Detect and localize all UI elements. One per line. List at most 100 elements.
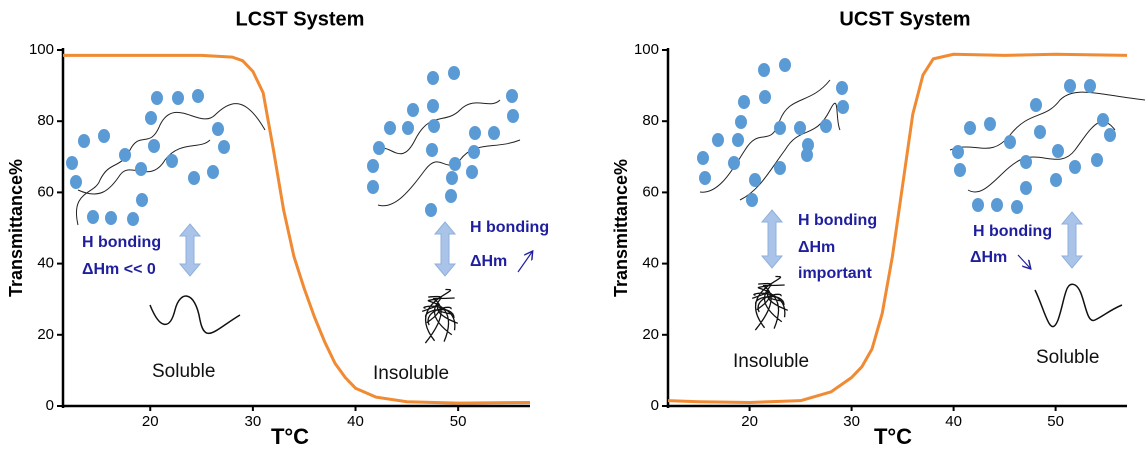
polymer-chain <box>75 103 266 226</box>
polymer-unit <box>466 165 478 179</box>
polymer-chain <box>377 139 521 207</box>
polymer-unit <box>1011 200 1023 214</box>
polymer-unit <box>127 212 139 226</box>
polymer-unit <box>1069 160 1081 174</box>
polymer-unit <box>105 211 117 225</box>
polymer-unit <box>774 121 786 135</box>
polymer-unit <box>836 81 848 95</box>
polymer-unit <box>384 121 396 135</box>
annotation: Insoluble <box>373 363 449 384</box>
y-tick-label: 0 <box>651 397 659 414</box>
polymer-unit <box>779 58 791 72</box>
x-tick-label: 50 <box>450 413 467 430</box>
polymer-unit <box>188 171 200 185</box>
extended-coil <box>149 295 241 334</box>
polymer-unit <box>759 90 771 104</box>
polymer-unit <box>151 91 163 105</box>
double-arrow <box>178 223 202 277</box>
polymer-unit <box>87 210 99 224</box>
chart-title: UCST System <box>839 8 970 30</box>
polymer-unit <box>402 121 414 135</box>
y-tick-label: 20 <box>37 326 54 343</box>
y-tick-label: 40 <box>37 255 54 272</box>
annotation: Soluble <box>152 361 215 382</box>
polymer-unit <box>699 171 711 185</box>
polymer-unit <box>78 134 90 148</box>
polymer-unit <box>70 175 82 189</box>
polymer-unit <box>446 171 458 185</box>
y-tick-label: 100 <box>634 41 659 58</box>
polymer-unit <box>218 140 230 154</box>
polymer-unit <box>1004 135 1016 149</box>
x-axis-label: T°C <box>271 424 309 449</box>
polymer-unit <box>1020 155 1032 169</box>
double-arrow <box>1060 211 1084 269</box>
annotation: H bonding <box>82 234 161 251</box>
polymer-unit <box>794 121 806 135</box>
annotation: Soluble <box>1036 347 1099 368</box>
x-axis-label: T°C <box>874 424 912 449</box>
polymer-unit <box>954 163 966 177</box>
y-tick-label: 80 <box>37 112 54 129</box>
double-arrow <box>760 209 784 269</box>
y-tick-label: 20 <box>642 326 659 343</box>
trend-arrow <box>1017 254 1030 268</box>
polymer-unit <box>1104 128 1116 142</box>
polymer-unit <box>148 139 160 153</box>
data-line <box>667 52 1128 404</box>
annotation: ΔHm << 0 <box>82 261 156 278</box>
polymer-unit <box>1064 79 1076 93</box>
polymer-chain <box>739 102 841 201</box>
polymer-unit <box>1050 173 1062 187</box>
polymer-unit <box>738 95 750 109</box>
polymer-unit <box>801 148 813 162</box>
polymer-unit <box>428 119 440 133</box>
chart: UCST System T°C Transmittance% 0 20 40 60 80 100… <box>611 8 1146 449</box>
x-tick-label: 30 <box>245 413 262 430</box>
polymer-unit <box>952 145 964 159</box>
polymer-unit <box>445 189 457 203</box>
polymer-unit <box>697 151 709 165</box>
collapsed-coil <box>752 275 789 331</box>
polymer-unit <box>367 159 379 173</box>
x-tick-label: 40 <box>347 413 364 430</box>
polymer-unit <box>1034 125 1046 139</box>
annotation: H bonding <box>973 223 1052 240</box>
polymer-chain <box>967 121 1116 193</box>
annotation: Insoluble <box>733 351 809 372</box>
y-tick-label: 60 <box>37 183 54 200</box>
polymer-unit <box>1030 98 1042 112</box>
polymer-unit <box>1097 113 1109 127</box>
y-tick-label: 0 <box>46 397 54 414</box>
polymer-unit <box>427 71 439 85</box>
polymer-unit <box>774 161 786 175</box>
extended-coil <box>1034 283 1123 328</box>
polymer-unit <box>732 133 744 147</box>
data-line <box>63 53 531 405</box>
polymer-unit <box>1091 153 1103 167</box>
x-tick-label: 50 <box>1047 413 1064 430</box>
polymer-unit <box>98 129 110 143</box>
polymer-unit <box>749 173 761 187</box>
polymer-unit <box>1052 144 1064 158</box>
polymer-chain <box>949 91 1146 151</box>
polymer-unit <box>728 156 740 170</box>
polymer-unit <box>820 119 832 133</box>
x-tick-label: 30 <box>843 413 860 430</box>
polymer-unit <box>192 89 204 103</box>
trend-arrow <box>517 252 532 273</box>
y-axis-label: Transmittance% <box>6 159 26 297</box>
polymer-unit <box>373 141 385 155</box>
polymer-unit <box>66 156 78 170</box>
polymer-unit <box>468 145 480 159</box>
polymer-unit <box>469 126 481 140</box>
polymer-unit <box>425 203 437 217</box>
polymer-unit <box>712 133 724 147</box>
polymer-unit <box>448 66 460 80</box>
polymer-unit <box>426 143 438 157</box>
polymer-unit <box>837 100 849 114</box>
polymer-unit <box>746 193 758 207</box>
x-tick-label: 20 <box>741 413 758 430</box>
y-axis-label: Transmittance% <box>611 159 631 297</box>
